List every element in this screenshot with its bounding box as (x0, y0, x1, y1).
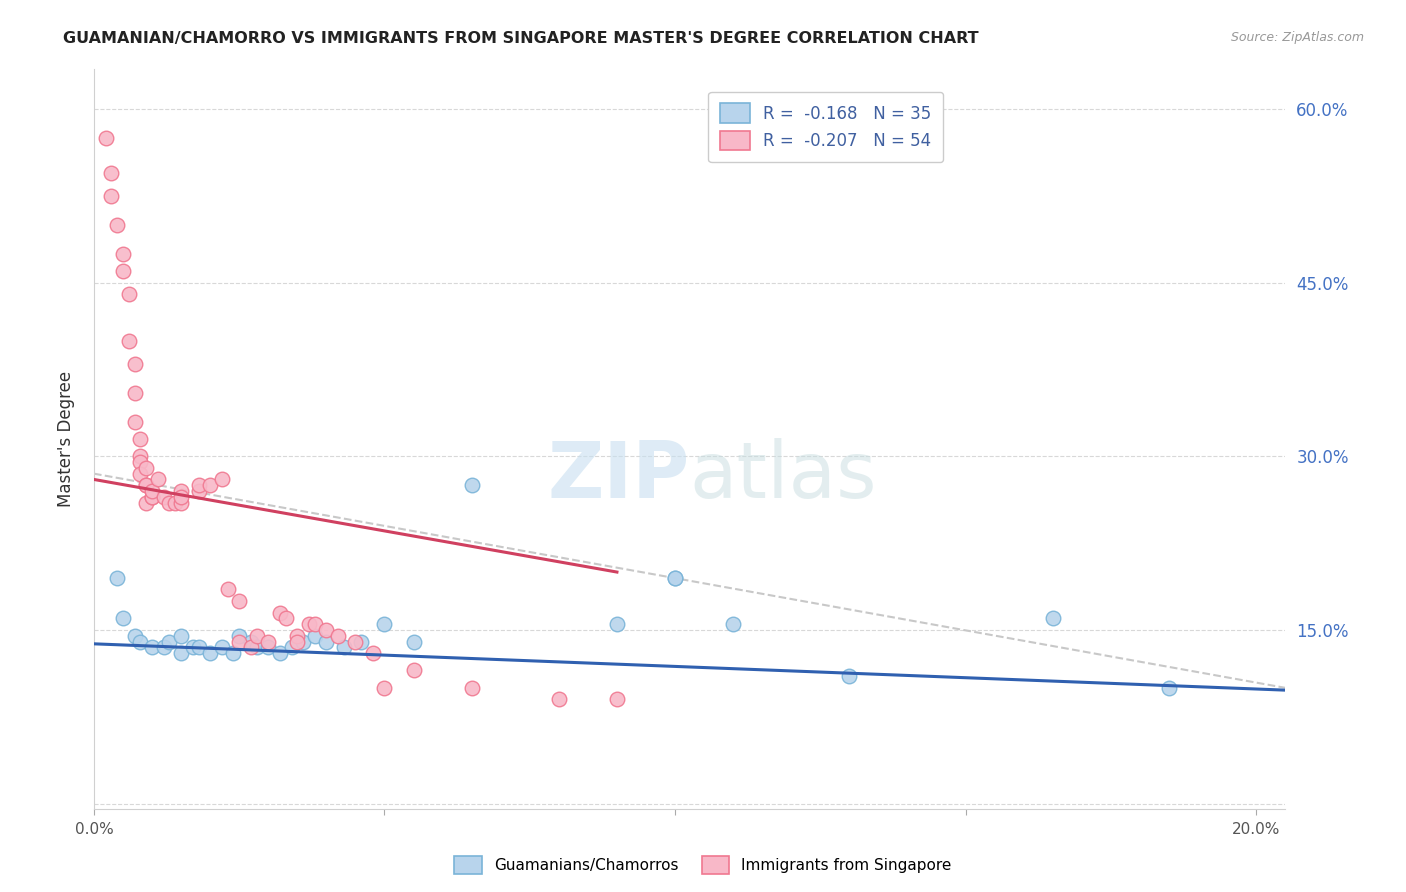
Point (141, 483, 163, 498)
Point (228, 594, 250, 608)
Point (269, 606, 291, 620)
Point (1157, 681, 1180, 695)
Point (304, 629, 326, 643)
Point (105, 571, 128, 585)
Point (228, 629, 250, 643)
Point (141, 490, 163, 504)
Point (246, 629, 269, 643)
Point (257, 640, 280, 655)
Point (111, 264, 134, 278)
Point (246, 640, 269, 655)
Point (344, 634, 367, 648)
Point (211, 473, 233, 487)
Point (198, 646, 221, 660)
Point (222, 646, 245, 660)
Point (315, 623, 337, 637)
Point (606, 617, 628, 632)
Point (129, 450, 152, 464)
Point (304, 617, 326, 632)
Point (274, 611, 297, 625)
Point (269, 646, 291, 660)
Point (111, 611, 134, 625)
Point (285, 629, 308, 643)
Point (285, 634, 308, 648)
Point (146, 473, 169, 487)
Point (181, 640, 204, 655)
Point (373, 617, 395, 632)
Point (111, 246, 134, 260)
Point (124, 415, 146, 429)
Point (292, 634, 315, 648)
Text: Source: ZipAtlas.com: Source: ZipAtlas.com (1230, 31, 1364, 45)
Point (141, 640, 163, 655)
Point (721, 617, 744, 632)
Point (152, 490, 174, 504)
Point (187, 478, 209, 492)
Point (198, 478, 221, 492)
Point (228, 634, 250, 648)
Point (170, 483, 193, 498)
Legend: Guamanians/Chamorros, Immigrants from Singapore: Guamanians/Chamorros, Immigrants from Si… (449, 850, 957, 880)
Point (170, 495, 193, 509)
Legend: R =  -0.168   N = 35, R =  -0.207   N = 54: R = -0.168 N = 35, R = -0.207 N = 54 (709, 92, 943, 161)
Point (187, 640, 209, 655)
Point (165, 495, 187, 509)
Point (460, 478, 482, 492)
Point (257, 634, 280, 648)
Point (118, 334, 141, 348)
Point (129, 455, 152, 469)
Text: GUAMANIAN/CHAMORRO VS IMMIGRANTS FROM SINGAPORE MASTER'S DEGREE CORRELATION CHAR: GUAMANIAN/CHAMORRO VS IMMIGRANTS FROM SI… (63, 31, 979, 46)
Y-axis label: Master's Degree: Master's Degree (58, 371, 75, 507)
Point (159, 634, 181, 648)
Point (460, 681, 482, 695)
Point (606, 692, 628, 706)
Point (94, 131, 117, 145)
Point (402, 634, 425, 648)
Point (170, 490, 193, 504)
Point (211, 640, 233, 655)
Point (239, 634, 262, 648)
Text: atlas: atlas (689, 438, 877, 514)
Point (664, 571, 686, 585)
Point (105, 218, 128, 232)
Point (124, 385, 146, 400)
Point (217, 582, 239, 597)
Point (187, 483, 209, 498)
Point (239, 640, 262, 655)
Point (280, 640, 302, 655)
Point (100, 189, 122, 203)
Point (402, 664, 425, 678)
Point (333, 640, 356, 655)
Point (664, 571, 686, 585)
Point (135, 461, 157, 475)
Point (135, 478, 157, 492)
Point (373, 681, 395, 695)
Point (1042, 611, 1064, 625)
Point (124, 629, 146, 643)
Point (129, 467, 152, 481)
Point (361, 646, 384, 660)
Point (152, 640, 174, 655)
Point (547, 692, 569, 706)
Point (838, 669, 860, 683)
Point (350, 634, 373, 648)
Point (135, 495, 157, 509)
Point (315, 634, 337, 648)
Point (118, 287, 141, 301)
Text: ZIP: ZIP (547, 438, 689, 514)
Point (170, 629, 193, 643)
Point (170, 646, 193, 660)
Point (141, 490, 163, 504)
Point (100, 166, 122, 180)
Point (124, 357, 146, 371)
Point (159, 495, 181, 509)
Point (129, 432, 152, 446)
Point (129, 634, 152, 648)
Point (326, 629, 349, 643)
Point (298, 617, 321, 632)
Point (135, 478, 157, 492)
